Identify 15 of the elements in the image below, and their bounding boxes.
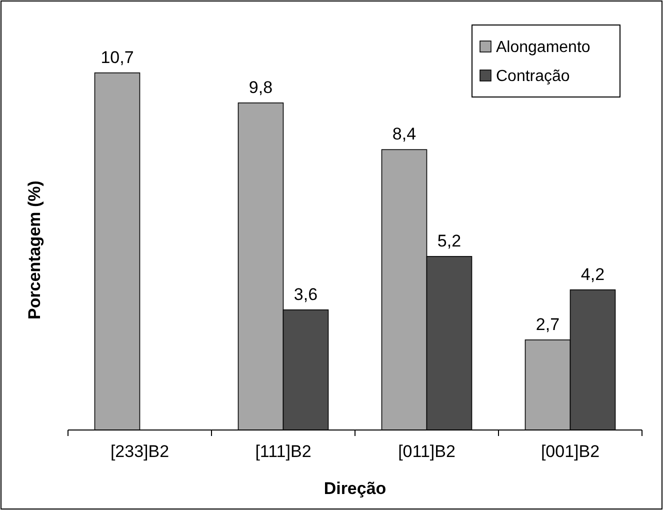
data-label: 5,2	[437, 231, 462, 250]
x-axis-title: Direção	[324, 479, 386, 498]
data-label: 4,2	[580, 264, 605, 284]
data-label: 3,6	[294, 284, 318, 304]
x-tick-label: [233]B2	[110, 442, 170, 461]
data-label: 10,7	[100, 48, 134, 67]
data-label: 9,8	[248, 78, 273, 97]
x-tick-label: [011]B2	[398, 442, 456, 461]
data-label: 8,4	[392, 124, 416, 144]
legend-label: Contração	[496, 68, 570, 85]
y-axis-title: Porcentagem (%)	[25, 180, 44, 320]
x-tick-label: [001]B2	[540, 442, 600, 461]
legend-label: Alongamento	[496, 39, 590, 56]
x-tick-label: [111]B2	[255, 442, 312, 461]
data-label: 2,7	[536, 314, 560, 334]
